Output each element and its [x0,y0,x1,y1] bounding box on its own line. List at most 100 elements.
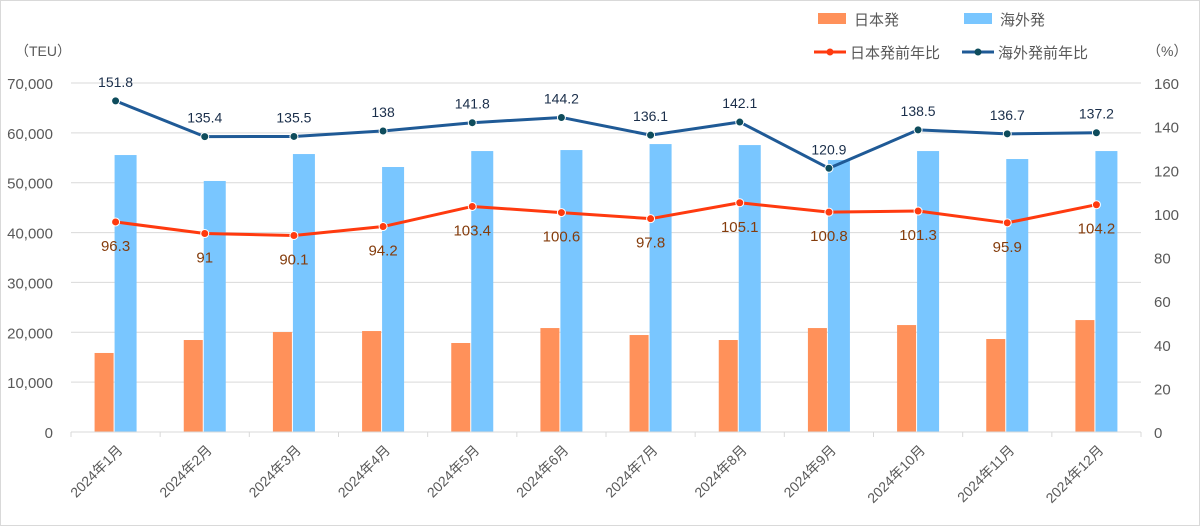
data-label: 94.2 [368,243,397,260]
data-label: 151.8 [98,74,133,90]
x-tick-label: 2024年12月 [1042,442,1106,506]
data-label: 138.5 [901,103,936,119]
line-point [378,222,388,232]
bar-japan [540,328,560,432]
line-point [1002,129,1012,139]
bar-japan [272,332,292,432]
data-label: 100.8 [810,228,848,245]
x-tick-label: 2024年5月 [424,442,483,501]
bar-overseas [114,155,137,432]
line-point [913,206,923,216]
bar-overseas [471,151,494,432]
data-label: 136.1 [633,108,668,124]
bar-overseas [827,160,850,432]
x-tick-label: 2024年6月 [513,442,572,501]
y-right-tick-label: 80 [1154,251,1171,268]
data-label: 101.3 [899,227,937,244]
lines [111,96,1101,240]
data-label: 103.4 [453,222,491,239]
line-point [913,125,923,135]
x-tick-label: 2024年9月 [780,442,839,501]
bar-overseas [1006,159,1029,432]
line-point [735,117,745,127]
y-left-tick-label: 70,000 [7,76,53,93]
line-point [646,130,656,140]
legend-swatch [818,13,846,24]
line-point [111,217,121,227]
line-overseas-yoy [115,99,1097,170]
line-point [556,208,566,218]
y-left-tick-label: 20,000 [7,325,53,342]
y-left-axis-title: （TEU） [15,43,71,59]
legend-label: 海外発 [1000,12,1045,29]
data-label: 120.9 [811,141,846,157]
line-point [467,201,477,211]
line-point [1091,200,1101,210]
y-left-tick-label: 0 [45,425,53,442]
bar-japan [986,339,1006,432]
x-tick-label: 2024年3月 [245,442,304,501]
data-label: 137.2 [1079,106,1114,122]
legend-label: 海外発前年比 [998,45,1088,62]
y-left-tick-label: 50,000 [7,176,53,193]
legend-marker [826,48,834,56]
data-label: 144.2 [544,90,579,106]
line-point [289,131,299,141]
y-right-axis-title: （%） [1147,43,1187,59]
line-point [378,126,388,136]
legend-label: 日本発前年比 [850,45,940,62]
line-point [556,112,566,122]
legend-swatch [964,13,992,24]
bar-japan [451,343,471,432]
line-point [824,163,834,173]
x-tick-label: 2024年11月 [954,442,1017,505]
bar-overseas [1095,151,1118,432]
bar-japan [94,352,114,432]
y-right-tick-label: 120 [1154,163,1179,180]
bar-overseas [649,144,672,432]
bar-overseas [203,180,226,432]
y-right-tick-label: 100 [1154,207,1179,224]
data-label: 135.4 [187,110,222,126]
y-right-tick-label: 60 [1154,294,1171,311]
line-point [1091,128,1101,138]
line-point [200,132,210,142]
data-label: 90.1 [279,251,308,268]
y-right-tick-label: 40 [1154,338,1171,355]
legend-label: 日本発 [854,12,899,29]
bar-japan [183,340,203,432]
line-point [646,214,656,224]
data-label: 100.6 [543,229,581,246]
data-label: 96.3 [101,238,130,255]
data-label: 97.8 [636,235,665,252]
bar-japan [362,331,382,432]
gridlines [71,82,1141,433]
bar-japan [1075,320,1095,432]
y-left-tick-label: 10,000 [7,375,53,392]
data-label: 91 [196,250,213,267]
x-tick-label: 2024年2月 [156,442,215,501]
data-label: 142.1 [722,95,757,111]
data-label: 105.1 [721,219,759,236]
line-japan-yoy [115,201,1097,237]
x-tick-label: 2024年10月 [864,442,928,506]
y-left-tick-label: 40,000 [7,226,53,243]
line-point [824,207,834,217]
y-left-tick-label: 60,000 [7,126,53,143]
line-point [289,230,299,240]
data-label: 135.5 [276,109,311,125]
bar-overseas [917,151,940,432]
x-tick-label: 2024年8月 [691,442,750,501]
line-point [1002,218,1012,228]
bar-overseas [292,154,315,432]
line-point [111,96,121,106]
bar-japan [807,328,827,432]
y-right-tick-label: 160 [1154,76,1179,93]
line-point [467,118,477,128]
bar-overseas [560,150,583,432]
x-tick-label: 2024年7月 [602,442,661,501]
data-label: 95.9 [993,239,1022,256]
